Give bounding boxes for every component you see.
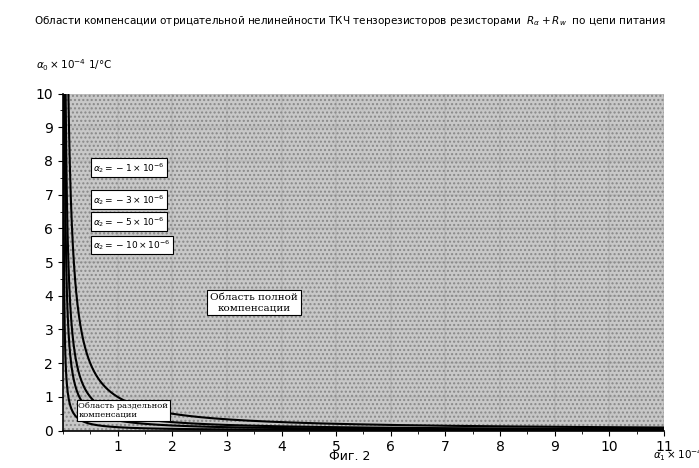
Text: $\alpha_2 = -10\times10^{-6}$: $\alpha_2 = -10\times10^{-6}$ [93, 238, 171, 252]
Text: $\alpha_1 \times 10^{-4}$ 1/°C: $\alpha_1 \times 10^{-4}$ 1/°C [654, 447, 699, 463]
Text: Области компенсации отрицательной нелинейности ТКЧ тензорезисторов резисторами  : Области компенсации отрицательной нелине… [34, 14, 665, 28]
Text: Область раздельной
компенсации: Область раздельной компенсации [78, 402, 168, 419]
Text: $\alpha_2 = -3\times10^{-6}$: $\alpha_2 = -3\times10^{-6}$ [93, 193, 164, 206]
Text: $\alpha_2 = -5\times10^{-6}$: $\alpha_2 = -5\times10^{-6}$ [93, 215, 164, 228]
Text: Фиг. 2: Фиг. 2 [329, 450, 370, 463]
Text: $\alpha_2 = -1\times10^{-6}$: $\alpha_2 = -1\times10^{-6}$ [93, 161, 164, 175]
Text: Область полной
компенсации: Область полной компенсации [210, 293, 298, 312]
Text: $\alpha_0 \times 10^{-4}$ 1/°C: $\alpha_0 \times 10^{-4}$ 1/°C [36, 58, 112, 73]
